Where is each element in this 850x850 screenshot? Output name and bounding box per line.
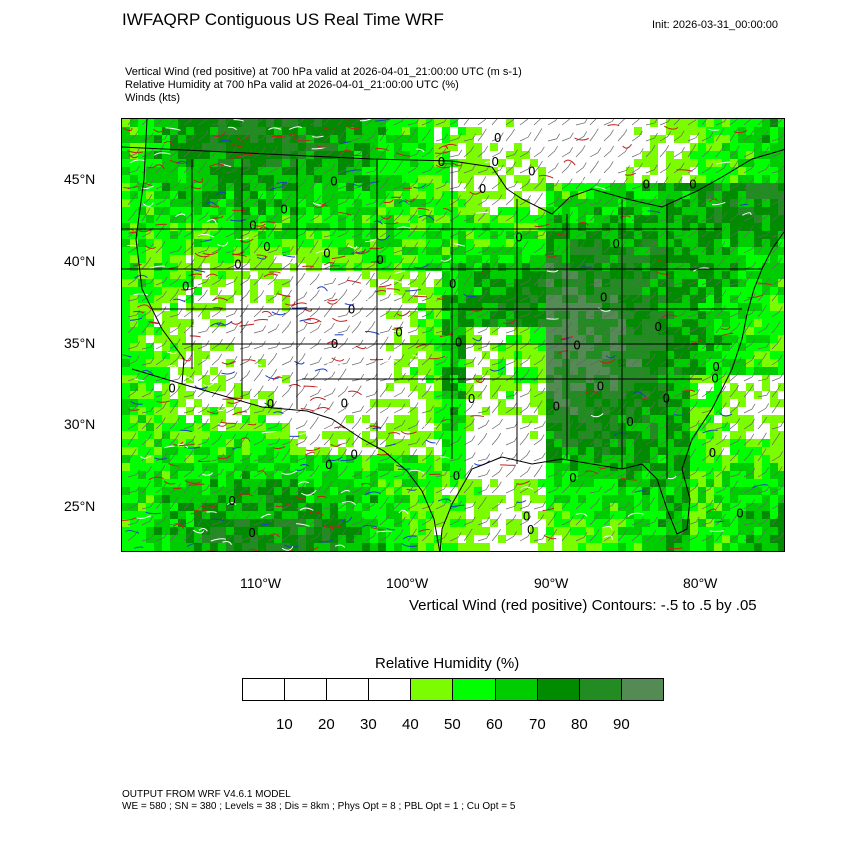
- svg-text:0: 0: [569, 471, 577, 485]
- svg-text:0: 0: [325, 458, 333, 472]
- svg-text:0: 0: [340, 397, 348, 411]
- init-time-label: Init: 2026-03-31_00:00:00: [652, 19, 778, 31]
- colorbar-segment: [369, 679, 412, 700]
- contour-zero-labels: 0000000000000000000000000000000000000000…: [168, 131, 744, 540]
- colorbar-label-80: 80: [571, 716, 588, 733]
- contour-note: Vertical Wind (red positive) Contours: -…: [409, 597, 757, 614]
- lon-label-90: 90°W: [534, 575, 569, 591]
- svg-text:0: 0: [689, 177, 697, 191]
- colorbar-segment: [327, 679, 370, 700]
- lon-label-110: 110°W: [240, 575, 282, 591]
- lat-label-40: 40°N: [64, 253, 96, 269]
- svg-text:0: 0: [449, 277, 457, 291]
- colorbar: [242, 678, 664, 701]
- svg-text:0: 0: [228, 494, 236, 508]
- svg-text:0: 0: [515, 231, 523, 245]
- state-lines: [122, 159, 762, 479]
- svg-text:0: 0: [267, 397, 275, 411]
- subtitle-vertical-wind: Vertical Wind (red positive) at 700 hPa …: [125, 66, 522, 78]
- colorbar-label-10: 10: [276, 716, 293, 733]
- colorbar-label-20: 20: [318, 716, 335, 733]
- svg-text:0: 0: [350, 447, 358, 461]
- lon-label-100: 100°W: [386, 575, 429, 591]
- subtitle-relative-humidity: Relative Humidity at 700 hPa valid at 20…: [125, 79, 459, 91]
- svg-text:0: 0: [711, 371, 719, 385]
- lon-label-80: 80°W: [683, 575, 718, 591]
- svg-text:0: 0: [438, 155, 446, 169]
- svg-text:0: 0: [248, 526, 256, 540]
- svg-text:0: 0: [453, 469, 461, 483]
- colorbar-label-40: 40: [402, 716, 419, 733]
- svg-text:0: 0: [491, 155, 499, 169]
- svg-text:0: 0: [249, 218, 257, 232]
- svg-text:0: 0: [376, 253, 384, 267]
- svg-text:0: 0: [455, 336, 463, 350]
- colorbar-segment: [495, 679, 538, 700]
- colorbar-segment: [537, 679, 580, 700]
- colorbar-segment: [411, 679, 454, 700]
- lat-label-45: 45°N: [64, 171, 96, 187]
- wind-barbs-layer: [127, 119, 784, 542]
- svg-text:0: 0: [168, 381, 176, 395]
- west-coast: [135, 119, 185, 385]
- svg-text:0: 0: [479, 182, 487, 196]
- svg-text:0: 0: [597, 380, 605, 394]
- svg-text:0: 0: [182, 279, 190, 293]
- colorbar-segment: [243, 679, 286, 700]
- colorbar-label-90: 90: [613, 716, 630, 733]
- svg-text:0: 0: [612, 237, 620, 251]
- svg-text:0: 0: [494, 131, 502, 145]
- svg-text:0: 0: [709, 446, 717, 460]
- state-borders-layer: [122, 119, 784, 551]
- page-title: IWFAQRP Contiguous US Real Time WRF: [122, 10, 444, 29]
- svg-text:0: 0: [626, 415, 634, 429]
- svg-text:0: 0: [642, 178, 650, 192]
- colorbar-segment: [579, 679, 622, 700]
- svg-text:0: 0: [323, 247, 331, 261]
- colorbar-label-30: 30: [360, 716, 377, 733]
- svg-text:0: 0: [552, 400, 560, 414]
- svg-text:0: 0: [662, 392, 670, 406]
- svg-text:0: 0: [263, 240, 271, 254]
- svg-text:0: 0: [395, 326, 403, 340]
- colorbar-segment: [621, 679, 663, 700]
- svg-text:0: 0: [348, 303, 356, 317]
- svg-text:0: 0: [528, 165, 536, 179]
- svg-text:0: 0: [573, 338, 581, 352]
- svg-text:0: 0: [468, 392, 476, 406]
- colorbar-label-70: 70: [529, 716, 546, 733]
- svg-text:0: 0: [523, 509, 531, 523]
- colorbar-segment: [453, 679, 496, 700]
- svg-text:0: 0: [712, 360, 720, 374]
- svg-text:0: 0: [600, 290, 608, 304]
- svg-text:0: 0: [654, 320, 662, 334]
- lat-label-30: 30°N: [64, 416, 96, 432]
- subtitle-winds: Winds (kts): [125, 92, 180, 104]
- colorbar-label-50: 50: [444, 716, 461, 733]
- colorbar-label-60: 60: [486, 716, 503, 733]
- lat-label-25: 25°N: [64, 498, 96, 514]
- footer-config-line: WE = 580 ; SN = 380 ; Levels = 38 ; Dis …: [122, 801, 516, 812]
- svg-text:0: 0: [331, 337, 339, 351]
- svg-text:0: 0: [280, 203, 288, 217]
- gulf-coast: [439, 230, 784, 551]
- svg-text:0: 0: [234, 257, 242, 271]
- lat-label-35: 35°N: [64, 335, 96, 351]
- canada-border: [122, 146, 784, 215]
- svg-text:0: 0: [527, 523, 535, 537]
- colorbar-segment: [285, 679, 328, 700]
- svg-text:0: 0: [736, 506, 744, 520]
- mexico-border: [131, 368, 441, 551]
- colorbar-title: Relative Humidity (%): [375, 655, 520, 672]
- footer-model-line: OUTPUT FROM WRF V4.6.1 MODEL: [122, 789, 291, 800]
- svg-text:0: 0: [330, 175, 338, 189]
